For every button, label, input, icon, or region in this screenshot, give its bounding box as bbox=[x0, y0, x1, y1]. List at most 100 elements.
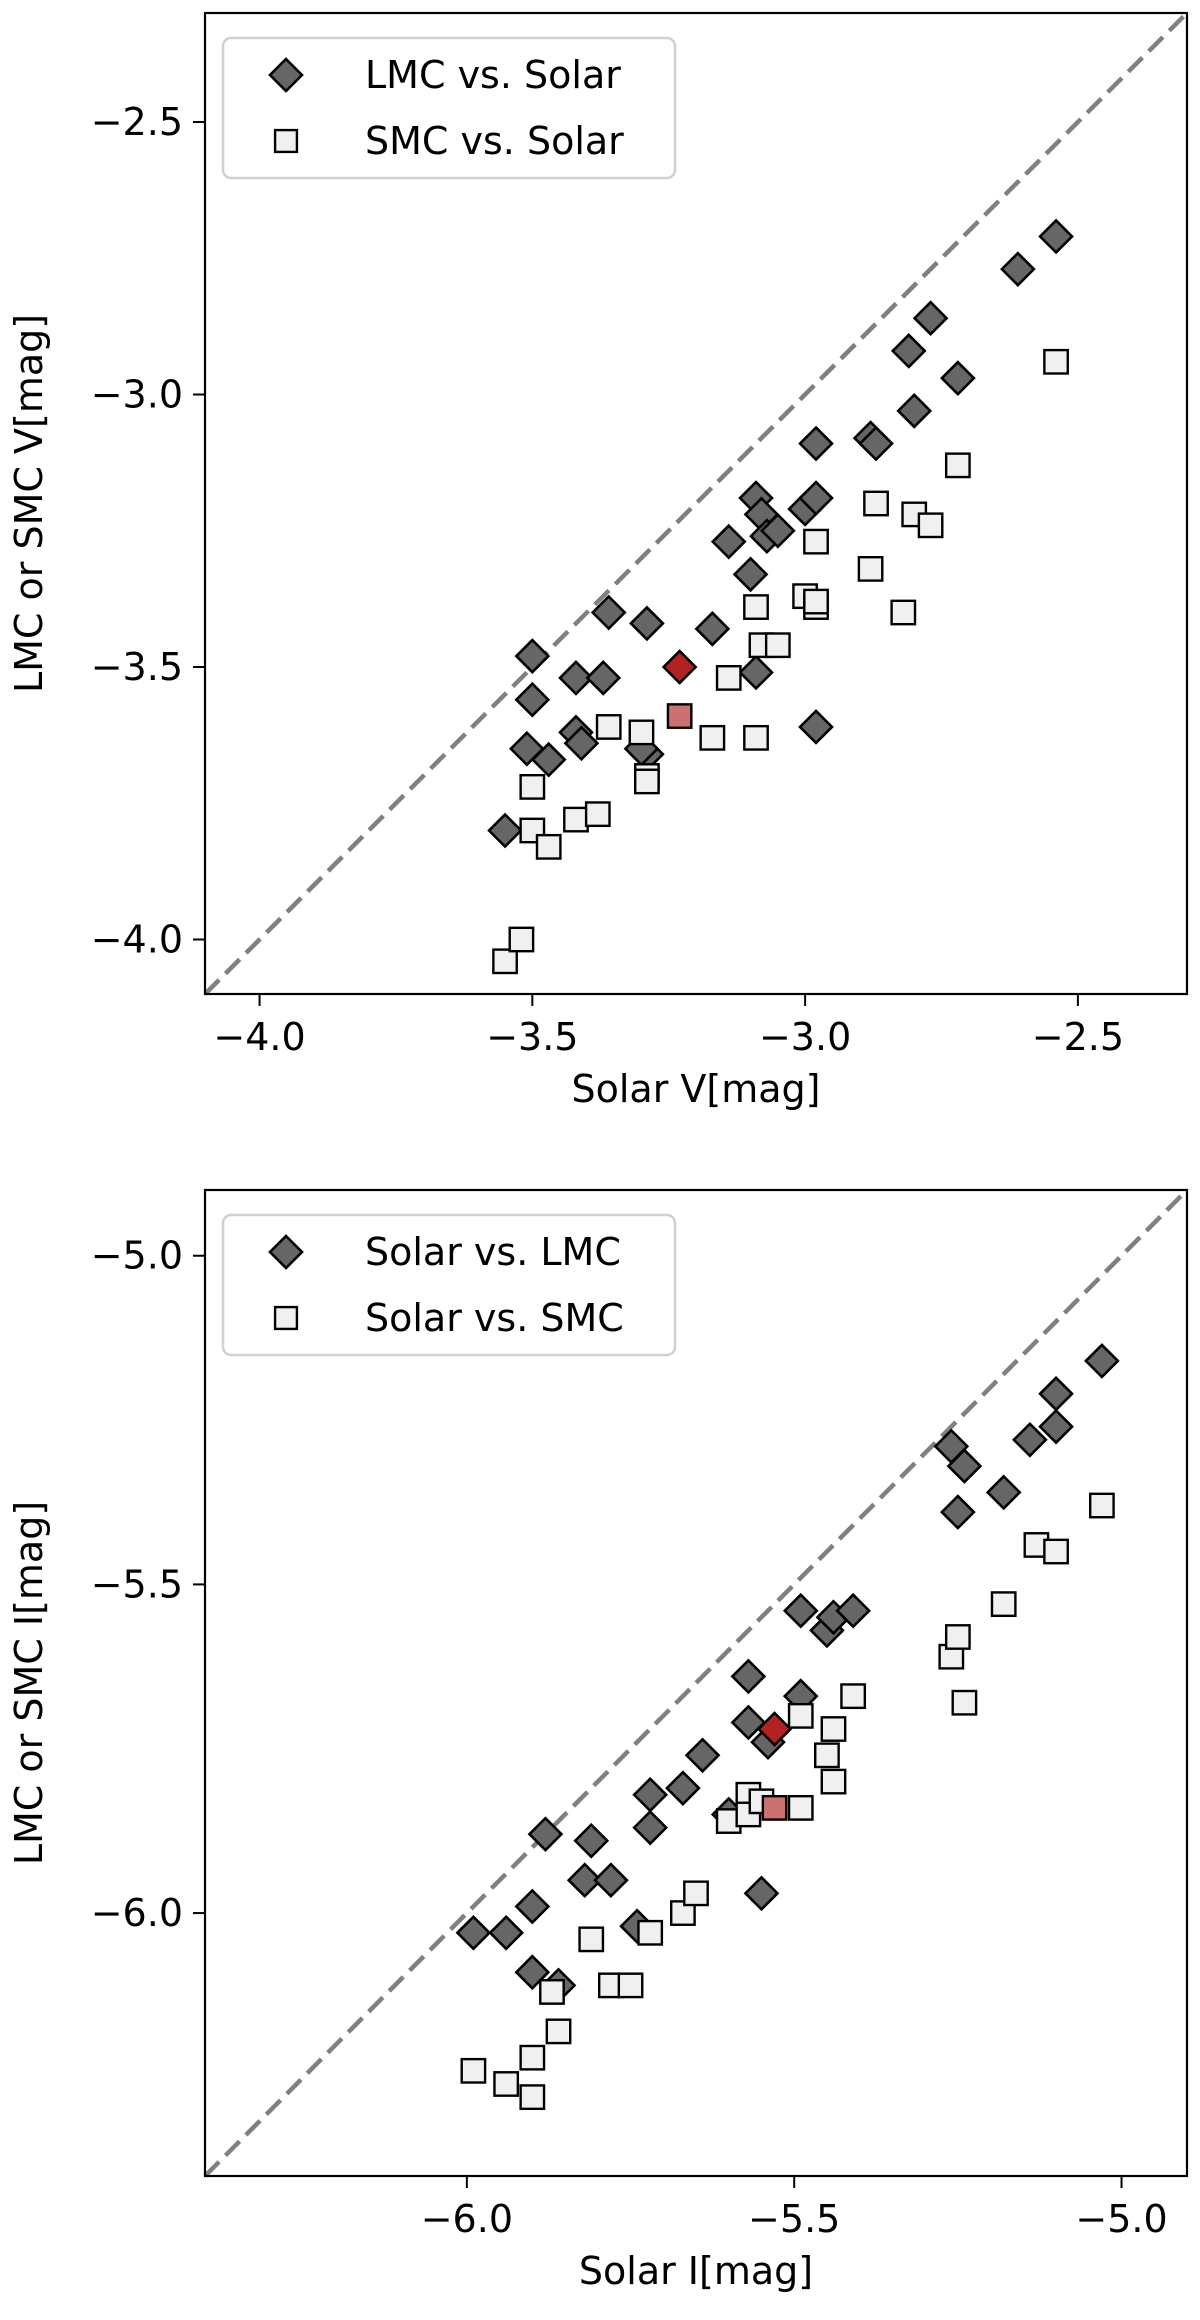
legend-label: SMC vs. Solar bbox=[365, 119, 624, 163]
data-point bbox=[590, 594, 627, 631]
data-point bbox=[694, 611, 731, 647]
data-point bbox=[732, 556, 769, 593]
data-point bbox=[730, 1658, 767, 1695]
data-point bbox=[634, 768, 660, 795]
data-point bbox=[890, 599, 917, 626]
legend-label: Solar vs. LMC bbox=[365, 1230, 621, 1274]
data-point bbox=[629, 605, 665, 642]
data-point bbox=[508, 926, 535, 953]
data-point bbox=[743, 724, 769, 751]
data-point bbox=[743, 1875, 780, 1912]
data-point bbox=[1043, 348, 1069, 375]
data-point bbox=[699, 724, 726, 751]
data-point bbox=[684, 1737, 721, 1774]
data-point bbox=[1084, 1343, 1120, 1379]
data-point bbox=[715, 665, 742, 691]
legend: Solar vs. LMC Solar vs. SMC bbox=[221, 1213, 677, 1357]
data-point bbox=[944, 1624, 971, 1650]
data-point bbox=[563, 725, 600, 762]
data-point bbox=[840, 1683, 867, 1710]
data-point bbox=[946, 1448, 983, 1484]
data-point bbox=[756, 1711, 793, 1747]
data-point bbox=[1043, 1538, 1069, 1565]
data-point bbox=[820, 1768, 847, 1795]
data-point bbox=[665, 1770, 701, 1807]
data-point bbox=[558, 660, 594, 696]
data-point bbox=[730, 1704, 767, 1741]
data-point bbox=[514, 638, 551, 674]
data-point bbox=[578, 1926, 605, 1953]
data-point bbox=[990, 1591, 1017, 1618]
data-point bbox=[1012, 1421, 1048, 1458]
data-point bbox=[985, 1474, 1022, 1511]
data-point bbox=[683, 1880, 709, 1907]
data-point bbox=[858, 425, 894, 462]
data-point bbox=[1038, 1408, 1074, 1445]
data-point bbox=[487, 812, 523, 849]
data-point bbox=[493, 2071, 520, 2097]
data-point bbox=[593, 1862, 629, 1899]
y-axis-label: LMC or SMC I[mag] bbox=[7, 1501, 51, 1865]
data-point bbox=[514, 681, 551, 718]
data-point bbox=[798, 709, 834, 745]
y-tick-label: −4.0 bbox=[91, 918, 183, 962]
data-point bbox=[787, 1794, 814, 1821]
data-point bbox=[951, 1689, 978, 1716]
series-3 bbox=[761, 1794, 788, 1821]
x-tick-label: −3.0 bbox=[759, 1015, 851, 1059]
data-point bbox=[584, 801, 611, 828]
series-2 bbox=[756, 1711, 793, 1747]
data-point bbox=[585, 660, 622, 696]
legend-marker bbox=[268, 57, 304, 93]
data-point bbox=[595, 714, 622, 740]
data-point bbox=[782, 1592, 819, 1629]
data-point bbox=[1000, 251, 1036, 287]
legend-box bbox=[221, 36, 677, 180]
data-point bbox=[890, 333, 927, 369]
x-axis-label: Solar I[mag] bbox=[579, 2249, 813, 2293]
top-panel-vband: −4.0 −3.5 −3.0 −2.5 −4.0 −3.5 −3.0 −2.5 Solar V[… bbox=[7, 11, 1189, 1111]
data-point bbox=[798, 480, 834, 516]
data-point bbox=[488, 1914, 524, 1951]
data-point bbox=[863, 490, 889, 517]
data-point bbox=[835, 1592, 871, 1629]
data-point bbox=[545, 2018, 572, 2045]
legend-label: Solar vs. SMC bbox=[365, 1296, 624, 1340]
legend-label: LMC vs. Solar bbox=[365, 53, 621, 97]
data-point bbox=[539, 1979, 565, 2005]
x-tick-label: −4.0 bbox=[213, 1015, 305, 1059]
series-2 bbox=[661, 649, 698, 685]
data-point bbox=[661, 649, 698, 685]
data-point bbox=[940, 1494, 976, 1530]
data-point bbox=[535, 833, 562, 860]
series-0 bbox=[487, 218, 1074, 849]
data-point bbox=[759, 512, 796, 549]
plot-frame bbox=[203, 1188, 1189, 2178]
data-point bbox=[803, 588, 829, 615]
data-point bbox=[573, 1822, 610, 1859]
bottom-panel-iband: −6.0 −5.5 −5.0 −6.0 −5.5 −5.0 Solar I[mag] LMC … bbox=[7, 1188, 1189, 2293]
x-tick-label: −2.5 bbox=[1032, 1015, 1124, 1059]
data-point bbox=[617, 1972, 644, 1999]
data-point bbox=[514, 1888, 551, 1925]
legend-marker bbox=[273, 128, 299, 154]
data-point bbox=[917, 512, 944, 539]
data-point bbox=[666, 703, 693, 729]
data-point bbox=[492, 948, 518, 975]
series-3 bbox=[666, 703, 693, 729]
data-point bbox=[1088, 1492, 1115, 1519]
data-point bbox=[814, 1742, 840, 1769]
y-tick-label: −3.5 bbox=[91, 645, 183, 689]
data-point bbox=[944, 452, 971, 479]
data-point bbox=[563, 806, 589, 833]
data-point bbox=[710, 523, 747, 560]
legend-box bbox=[221, 1213, 677, 1357]
x-tick-label: −5.5 bbox=[748, 2197, 840, 2241]
data-point bbox=[761, 1794, 788, 1821]
data-point bbox=[519, 2084, 546, 2111]
y-tick-label: −3.0 bbox=[91, 373, 183, 417]
data-point bbox=[530, 741, 567, 778]
data-point bbox=[519, 2044, 546, 2071]
data-point bbox=[803, 528, 829, 555]
